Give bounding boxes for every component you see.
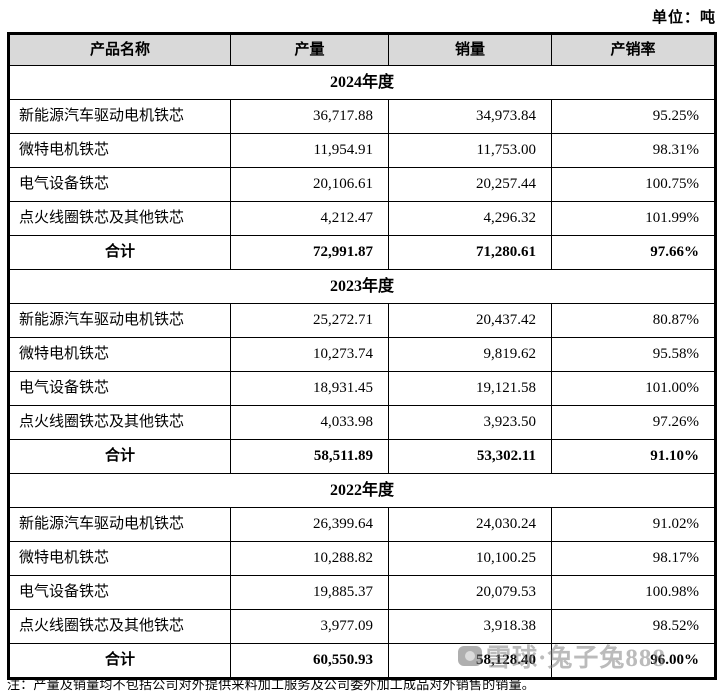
product-name-cell: 新能源汽车驱动电机铁芯 [8,99,231,134]
production-cell: 18,931.45 [230,371,389,406]
production-cell: 4,033.98 [230,405,389,440]
production-cell: 3,977.09 [230,609,389,644]
total-production-cell: 72,991.87 [230,235,389,270]
sales-cell: 10,100.25 [388,541,552,576]
production-cell: 4,212.47 [230,201,389,236]
sales-cell: 20,079.53 [388,575,552,610]
total-label: 合计 [8,643,231,679]
year-label: 2024年度 [8,65,716,100]
ratio-cell: 95.58% [551,337,716,372]
total-ratio-cell: 97.66% [551,235,716,270]
table-row: 微特电机铁芯 11,954.91 11,753.00 98.31% [8,133,716,168]
table-row: 电气设备铁芯 19,885.37 20,079.53 100.98% [8,575,716,610]
table-row: 电气设备铁芯 20,106.61 20,257.44 100.75% [8,167,716,202]
product-name-cell: 新能源汽车驱动电机铁芯 [8,507,231,542]
sales-cell: 20,257.44 [388,167,552,202]
sales-cell: 9,819.62 [388,337,552,372]
ratio-cell: 101.99% [551,201,716,236]
ratio-cell: 95.25% [551,99,716,134]
production-cell: 11,954.91 [230,133,389,168]
ratio-cell: 100.75% [551,167,716,202]
table-row: 微特电机铁芯 10,273.74 9,819.62 95.58% [8,337,716,372]
ratio-cell: 80.87% [551,303,716,338]
production-cell: 10,273.74 [230,337,389,372]
production-cell: 19,885.37 [230,575,389,610]
table-row: 点火线圈铁芯及其他铁芯 4,212.47 4,296.32 101.99% [8,201,716,236]
total-row-2023: 合计 58,511.89 53,302.11 91.10% [8,439,716,474]
year-label: 2022年度 [8,473,716,508]
product-name-cell: 新能源汽车驱动电机铁芯 [8,303,231,338]
sales-cell: 24,030.24 [388,507,552,542]
product-name-cell: 电气设备铁芯 [8,167,231,202]
production-cell: 10,288.82 [230,541,389,576]
sales-cell: 3,923.50 [388,405,552,440]
table-row: 点火线圈铁芯及其他铁芯 3,977.09 3,918.38 98.52% [8,609,716,644]
col-header-product-name: 产品名称 [8,33,231,66]
col-header-ratio: 产销率 [551,33,716,66]
footnote: 注：产量及销量均不包括公司对外提供来料加工服务及公司委外加工成品对外销售的销量。 [7,677,536,692]
product-name-cell: 微特电机铁芯 [8,541,231,576]
total-sales-cell: 53,302.11 [388,439,552,474]
table-row: 新能源汽车驱动电机铁芯 26,399.64 24,030.24 91.02% [8,507,716,542]
production-cell: 26,399.64 [230,507,389,542]
table-row: 点火线圈铁芯及其他铁芯 4,033.98 3,923.50 97.26% [8,405,716,440]
total-production-cell: 58,511.89 [230,439,389,474]
unit-label: 单位：吨 [651,10,716,26]
table-row: 微特电机铁芯 10,288.82 10,100.25 98.17% [8,541,716,576]
production-cell: 36,717.88 [230,99,389,134]
product-name-cell: 微特电机铁芯 [8,133,231,168]
product-name-cell: 电气设备铁芯 [8,575,231,610]
sales-cell: 3,918.38 [388,609,552,644]
total-label: 合计 [8,235,231,270]
ratio-cell: 98.31% [551,133,716,168]
product-name-cell: 点火线圈铁芯及其他铁芯 [8,201,231,236]
year-row-2022: 2022年度 [8,473,716,508]
total-ratio-cell: 91.10% [551,439,716,474]
production-cell: 20,106.61 [230,167,389,202]
col-header-sales: 销量 [388,33,552,66]
production-cell: 25,272.71 [230,303,389,338]
table-row: 新能源汽车驱动电机铁芯 25,272.71 20,437.42 80.87% [8,303,716,338]
ratio-cell: 91.02% [551,507,716,542]
sales-cell: 34,973.84 [388,99,552,134]
production-sales-table: 产品名称 产量 销量 产销率 2024年度 新能源汽车驱动电机铁芯 36,717… [7,32,717,680]
product-name-cell: 微特电机铁芯 [8,337,231,372]
ratio-cell: 98.52% [551,609,716,644]
sales-cell: 19,121.58 [388,371,552,406]
total-row-2022: 合计 60,550.93 58,128.40 96.00% [8,643,716,679]
sales-cell: 11,753.00 [388,133,552,168]
year-row-2024: 2024年度 [8,65,716,100]
ratio-cell: 100.98% [551,575,716,610]
product-name-cell: 点火线圈铁芯及其他铁芯 [8,405,231,440]
ratio-cell: 101.00% [551,371,716,406]
year-row-2023: 2023年度 [8,269,716,304]
table-header-row: 产品名称 产量 销量 产销率 [8,33,716,66]
sales-cell: 4,296.32 [388,201,552,236]
table-row: 电气设备铁芯 18,931.45 19,121.58 101.00% [8,371,716,406]
product-name-cell: 电气设备铁芯 [8,371,231,406]
year-label: 2023年度 [8,269,716,304]
col-header-production: 产量 [230,33,389,66]
total-row-2024: 合计 72,991.87 71,280.61 97.66% [8,235,716,270]
sales-cell: 20,437.42 [388,303,552,338]
total-production-cell: 60,550.93 [230,643,389,679]
total-label: 合计 [8,439,231,474]
total-ratio-cell: 96.00% [551,643,716,679]
ratio-cell: 98.17% [551,541,716,576]
total-sales-cell: 71,280.61 [388,235,552,270]
product-name-cell: 点火线圈铁芯及其他铁芯 [8,609,231,644]
table-row: 新能源汽车驱动电机铁芯 36,717.88 34,973.84 95.25% [8,99,716,134]
ratio-cell: 97.26% [551,405,716,440]
